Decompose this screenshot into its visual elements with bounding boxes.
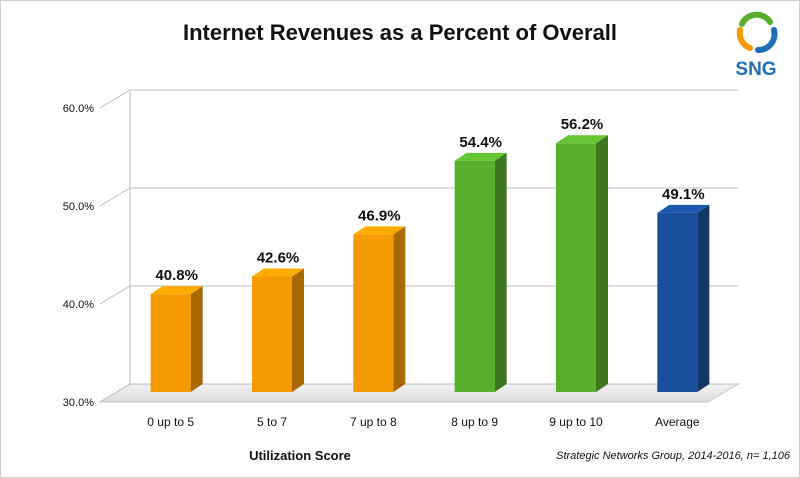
gridlines [99, 89, 738, 403]
bar-top [454, 152, 507, 161]
data-label: 42.6% [257, 250, 300, 267]
y-tick-label: 40.0% [63, 299, 94, 311]
bar-front [556, 143, 596, 392]
x-tick-label: 9 up to 10 [549, 415, 603, 429]
bar: 56.2% [556, 116, 608, 393]
bars: 40.8% 42.6% 46.9% 54.4% 56.2% 49.1% [150, 116, 710, 393]
source-note: Strategic Networks Group, 2014-2016, n= … [556, 450, 791, 462]
bar: 49.1% [657, 186, 710, 392]
bar-side [494, 152, 507, 392]
chart-title: Internet Revenues as a Percent of Overal… [183, 20, 617, 45]
bar-top [657, 204, 710, 213]
bar: 40.8% [150, 267, 203, 392]
x-tick-label: 7 up to 8 [350, 415, 397, 429]
gridline [99, 89, 738, 109]
data-label: 49.1% [662, 186, 705, 203]
bar-front [252, 276, 292, 392]
data-label: 54.4% [459, 134, 502, 151]
gridline [99, 187, 738, 207]
y-tick-label: 60.0% [63, 103, 94, 115]
logo-text: SNG [735, 59, 776, 80]
y-tick-label: 30.0% [63, 397, 94, 409]
bar: 54.4% [454, 134, 507, 392]
gridline [99, 383, 738, 403]
bar-side [596, 135, 608, 393]
x-tick-label: 8 up to 9 [451, 415, 498, 429]
x-tick-label: Average [655, 415, 700, 429]
y-axis: 30.0% 40.0% 50.0% 60.0% [63, 103, 94, 409]
bar-side [190, 286, 203, 392]
bar-side [393, 226, 406, 392]
x-tick-label: 5 to 7 [257, 415, 287, 429]
x-tick-label: 0 up to 5 [147, 415, 194, 429]
bar-front [353, 234, 394, 392]
sng-logo: SNG [735, 11, 778, 80]
bar-side [697, 204, 710, 392]
bar-top [353, 226, 406, 235]
recycle-arrows-icon [736, 11, 778, 53]
x-axis: 0 up to 5 5 to 7 7 up to 8 8 up to 9 9 up to… [147, 415, 700, 429]
y-tick-label: 50.0% [63, 201, 94, 213]
bar-front [454, 160, 495, 392]
data-label: 56.2% [561, 116, 604, 133]
bar: 42.6% [252, 250, 304, 392]
gridline [99, 285, 738, 305]
bar-front [657, 212, 698, 392]
bar-side [292, 268, 304, 392]
data-label: 46.9% [358, 207, 401, 224]
bar-top [556, 135, 608, 144]
bar: 46.9% [353, 207, 406, 392]
x-axis-title: Utilization Score [249, 448, 351, 463]
bar-front [150, 294, 191, 392]
bar-top [150, 286, 203, 295]
bar-top [252, 268, 304, 277]
data-label: 40.8% [155, 267, 198, 284]
